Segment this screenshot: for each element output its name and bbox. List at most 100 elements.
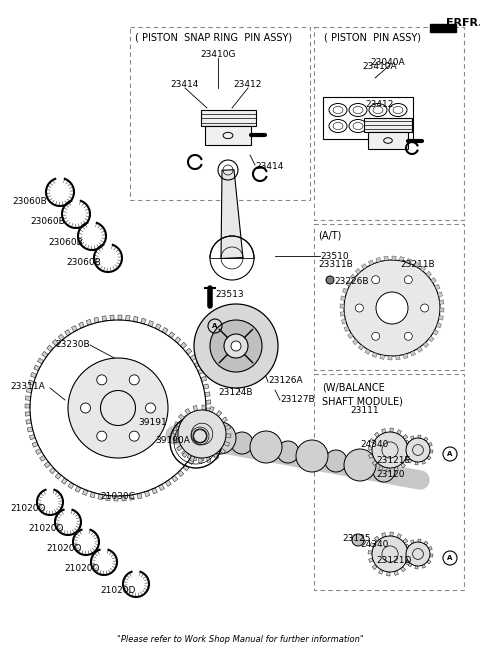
Polygon shape: [68, 482, 74, 489]
Polygon shape: [386, 468, 390, 472]
Polygon shape: [79, 322, 84, 328]
Polygon shape: [369, 558, 373, 562]
Polygon shape: [133, 316, 138, 322]
Polygon shape: [374, 432, 379, 438]
Text: 21020D: 21020D: [46, 544, 82, 553]
Circle shape: [326, 276, 334, 284]
Circle shape: [355, 304, 363, 312]
Polygon shape: [90, 492, 95, 498]
Polygon shape: [403, 447, 406, 450]
Text: A: A: [447, 555, 453, 561]
Polygon shape: [435, 285, 440, 290]
Polygon shape: [374, 536, 379, 541]
Text: 23510: 23510: [320, 252, 348, 261]
Polygon shape: [407, 258, 412, 264]
Polygon shape: [439, 300, 444, 304]
Circle shape: [231, 432, 253, 454]
Polygon shape: [418, 435, 421, 438]
Circle shape: [372, 536, 408, 572]
Circle shape: [129, 375, 139, 385]
Circle shape: [186, 422, 214, 450]
Polygon shape: [423, 342, 429, 348]
Polygon shape: [39, 455, 46, 461]
Circle shape: [325, 450, 347, 472]
Polygon shape: [430, 24, 456, 32]
Polygon shape: [187, 453, 192, 459]
Circle shape: [204, 422, 236, 454]
Polygon shape: [433, 330, 438, 335]
Polygon shape: [37, 358, 44, 364]
Text: A: A: [212, 323, 218, 329]
Polygon shape: [174, 422, 180, 426]
Polygon shape: [226, 434, 231, 438]
Polygon shape: [194, 361, 201, 367]
Polygon shape: [208, 413, 213, 419]
Polygon shape: [27, 427, 33, 432]
Polygon shape: [179, 414, 184, 420]
Text: 23040A: 23040A: [370, 58, 405, 67]
Polygon shape: [427, 560, 431, 564]
Polygon shape: [428, 443, 432, 446]
Polygon shape: [218, 441, 224, 445]
Text: 23060B: 23060B: [30, 217, 65, 226]
Polygon shape: [220, 436, 225, 439]
Polygon shape: [380, 355, 384, 359]
Polygon shape: [358, 344, 364, 350]
Text: 23060B: 23060B: [48, 238, 83, 247]
Polygon shape: [75, 486, 81, 492]
Text: "Please refer to Work Shop Manual for further information": "Please refer to Work Shop Manual for fu…: [117, 635, 363, 644]
Polygon shape: [407, 441, 411, 446]
Circle shape: [178, 410, 226, 458]
Polygon shape: [190, 412, 194, 418]
Text: 21030C: 21030C: [100, 492, 135, 501]
Polygon shape: [28, 380, 34, 385]
Circle shape: [210, 320, 262, 372]
Polygon shape: [422, 461, 425, 464]
Circle shape: [81, 403, 91, 413]
Polygon shape: [401, 567, 406, 572]
Polygon shape: [390, 428, 394, 432]
Polygon shape: [193, 405, 197, 411]
Polygon shape: [420, 266, 426, 272]
Polygon shape: [168, 332, 175, 338]
Bar: [323, 97, 413, 139]
Polygon shape: [206, 408, 211, 412]
Polygon shape: [382, 533, 386, 537]
Polygon shape: [410, 351, 416, 356]
Circle shape: [372, 432, 408, 468]
Polygon shape: [221, 170, 243, 258]
Text: 21020D: 21020D: [28, 524, 63, 533]
Polygon shape: [368, 260, 373, 265]
Text: 23311A: 23311A: [10, 382, 45, 391]
Polygon shape: [341, 319, 347, 324]
Text: 21020D: 21020D: [100, 586, 135, 595]
Polygon shape: [173, 438, 179, 443]
Polygon shape: [408, 450, 412, 453]
Polygon shape: [405, 561, 410, 565]
Polygon shape: [137, 493, 142, 499]
Text: 23060B: 23060B: [66, 258, 101, 267]
Polygon shape: [173, 430, 178, 434]
Polygon shape: [29, 434, 36, 440]
Polygon shape: [65, 329, 71, 336]
Polygon shape: [344, 327, 349, 331]
Circle shape: [68, 358, 168, 458]
Polygon shape: [201, 456, 204, 461]
Text: 23121D: 23121D: [376, 556, 411, 565]
Polygon shape: [352, 339, 358, 345]
Polygon shape: [438, 292, 443, 297]
Polygon shape: [175, 440, 181, 443]
Polygon shape: [214, 453, 219, 459]
Circle shape: [194, 304, 278, 388]
Text: SHAFT MODULE): SHAFT MODULE): [322, 396, 403, 406]
Polygon shape: [178, 445, 183, 449]
Polygon shape: [34, 365, 40, 371]
Text: 23125: 23125: [342, 534, 371, 543]
Polygon shape: [384, 256, 388, 260]
Polygon shape: [72, 325, 77, 332]
Polygon shape: [179, 420, 184, 425]
Text: 23120: 23120: [376, 470, 405, 479]
Polygon shape: [182, 451, 188, 457]
Polygon shape: [203, 384, 209, 389]
Polygon shape: [225, 425, 230, 430]
